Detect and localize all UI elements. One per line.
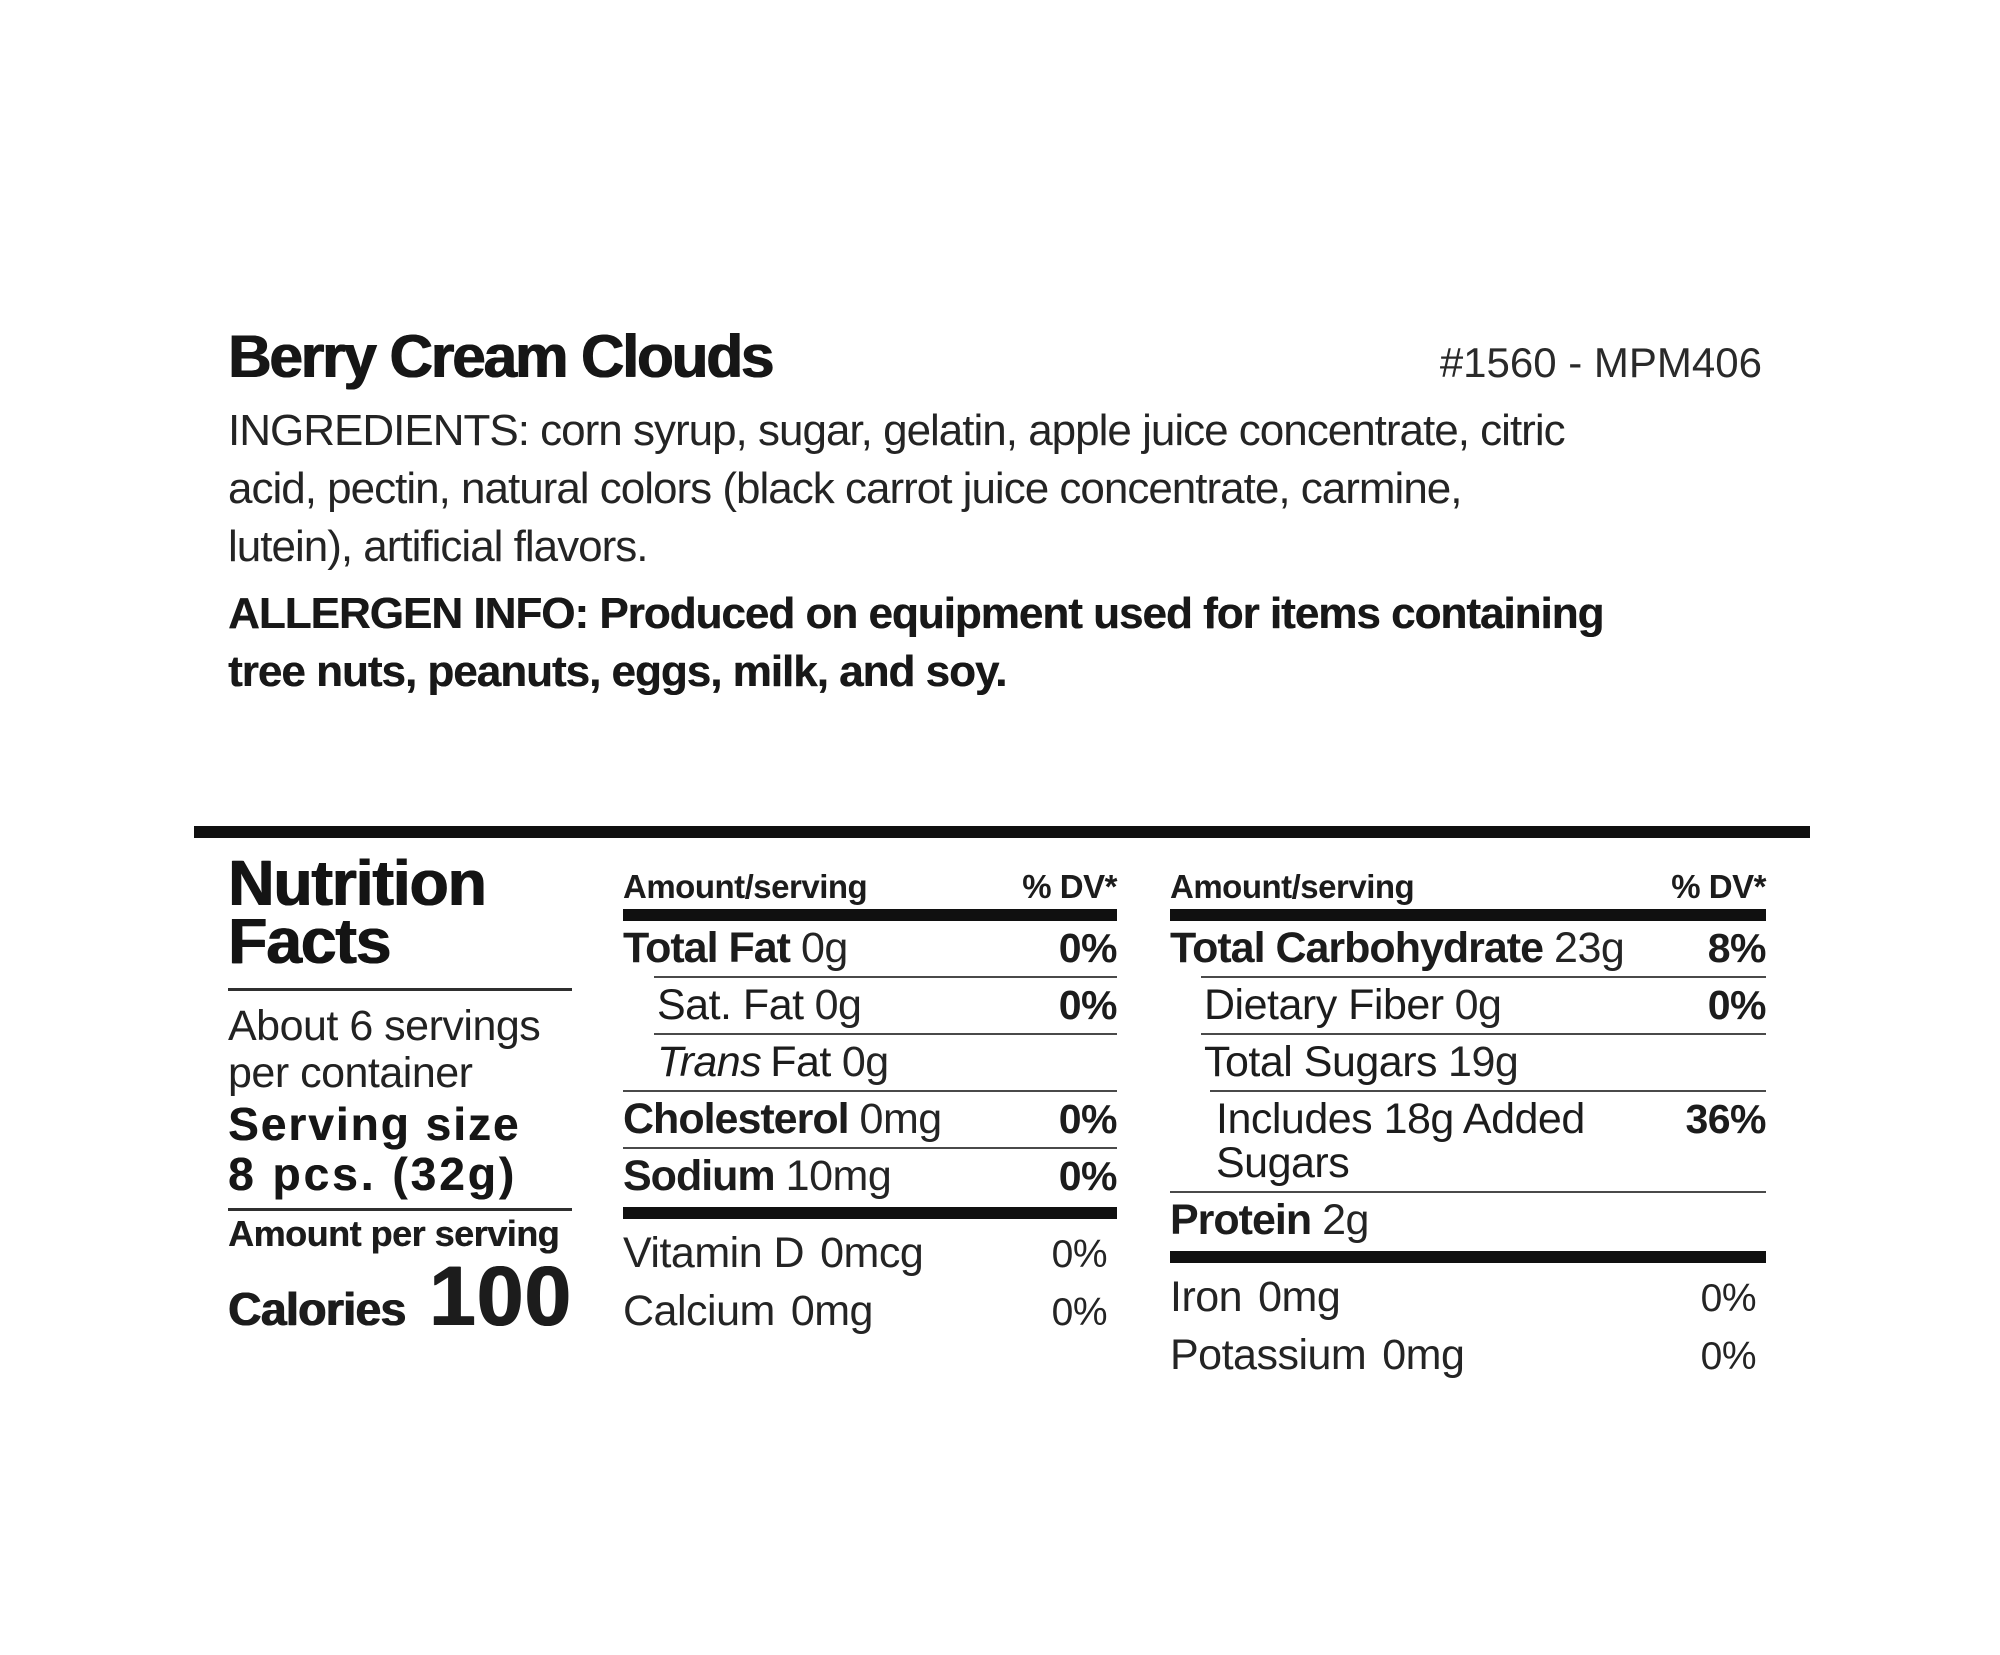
allergen-line: ALLERGEN INFO: Produced on equipment use…	[228, 589, 1604, 638]
nutrient-name: Iron	[1170, 1273, 1243, 1321]
nutrient-value: 0mg	[790, 1287, 874, 1335]
nutrient-dv: 0%	[1058, 925, 1118, 971]
product-name: Berry Cream Clouds	[228, 323, 774, 390]
nutrient-dv: 0%	[1700, 1335, 1757, 1378]
nutrient-row-total-sugars: Total Sugars 19g	[1201, 1033, 1766, 1090]
amount-serving-header: Amount/serving	[623, 868, 868, 905]
amount-per-serving-label: Amount per serving	[228, 1213, 560, 1254]
nutrient-name: Total Fat	[623, 924, 791, 972]
nutrient-name: Vitamin D	[623, 1229, 805, 1277]
column-header: Amount/serving % DV*	[1170, 866, 1766, 909]
nutrient-name: Fat	[770, 1038, 831, 1086]
nutrition-facts-left-column: Nutrition Facts About 6 servings per con…	[228, 847, 572, 1343]
nutrient-row-trans-fat: Trans Fat 0g	[654, 1033, 1117, 1090]
nutrient-column-1: Amount/serving % DV* Total Fat 0g 0% Sat.…	[623, 866, 1118, 1339]
nutrient-name: Total Carbohydrate	[1170, 924, 1544, 972]
nutrient-name: Potassium	[1170, 1331, 1367, 1379]
nutrient-value: 19g	[1448, 1038, 1519, 1086]
percent-dv-header: % DV*	[1022, 868, 1117, 905]
nutrient-row-added-sugars: Includes 18g Added Sugars 36%	[1210, 1090, 1766, 1191]
serving-size-value: 8 pcs. (32g)	[228, 1148, 518, 1200]
thick-bar	[1170, 1251, 1766, 1263]
serving-size-label: Serving size	[228, 1098, 521, 1150]
calories-value: 100	[428, 1249, 572, 1343]
nutrient-value: 2g	[1322, 1196, 1369, 1244]
nutrition-facts-title-line: Facts	[228, 905, 391, 977]
nutrient-name: Calcium	[623, 1287, 775, 1335]
nutrient-value: 0g	[841, 1038, 889, 1086]
nutrient-dv: 0%	[1707, 982, 1767, 1028]
thin-divider	[228, 988, 572, 991]
nutrient-dv: 0%	[1051, 1233, 1108, 1276]
nutrient-dv: 0%	[1058, 1096, 1118, 1142]
nutrient-value: 0mg	[859, 1095, 943, 1143]
nutrient-row-protein: Protein 2g	[1170, 1191, 1766, 1248]
column-header: Amount/serving % DV*	[623, 866, 1117, 909]
nutrient-name: Sodium	[623, 1152, 776, 1200]
nutrient-row-sodium: Sodium 10mg 0%	[623, 1147, 1118, 1204]
nutrient-value: 0g	[800, 924, 848, 972]
nutrition-facts-title-line: Nutrition	[228, 847, 487, 919]
nutrient-row-cholesterol: Cholesterol 0mg 0%	[623, 1090, 1118, 1147]
serving-size: Serving size 8 pcs. (32g)	[228, 1099, 572, 1199]
nutrient-name: Total Sugars	[1204, 1038, 1438, 1086]
nutrient-value: 0mg	[1258, 1273, 1341, 1321]
nutrient-value: 0mg	[1382, 1331, 1465, 1379]
calories-label: Calories	[228, 1283, 406, 1335]
nutrient-row-dietary-fiber: Dietary Fiber 0g 0%	[1201, 976, 1767, 1033]
percent-dv-header: % DV*	[1671, 868, 1766, 905]
allergen-line: tree nuts, peanuts, eggs, milk, and soy.	[228, 647, 1007, 696]
nutrient-dv: 36%	[1685, 1096, 1766, 1142]
nutrient-name: Includes 18g Added Sugars	[1216, 1095, 1585, 1187]
nutrient-row-sat-fat: Sat. Fat 0g 0%	[654, 976, 1118, 1033]
nutrient-dv: 8%	[1707, 925, 1767, 971]
title-row: Berry Cream Clouds #1560 - MPM406	[228, 326, 1762, 388]
nutrient-dv: 0%	[1051, 1291, 1108, 1334]
ingredients-text: INGREDIENTS: corn syrup, sugar, gelatin,…	[228, 402, 1788, 576]
nutrient-name: Dietary Fiber	[1204, 981, 1444, 1029]
nutrient-name: Cholesterol	[623, 1095, 850, 1143]
nutrient-row-total-fat: Total Fat 0g 0%	[623, 921, 1118, 976]
servings-line: About 6 servings	[228, 1002, 541, 1050]
thick-bar	[623, 1207, 1117, 1219]
servings-per-container: About 6 servings per container	[228, 1003, 572, 1097]
micronutrient-row-iron: Iron 0mg 0%	[1170, 1263, 1766, 1325]
nutrient-row-total-carbohydrate: Total Carbohydrate 23g 8%	[1170, 921, 1767, 976]
nutrient-name: Protein	[1170, 1196, 1312, 1244]
ingredients-line: acid, pectin, natural colors (black carr…	[228, 464, 1462, 513]
micronutrient-row-potassium: Potassium 0mg 0%	[1170, 1325, 1766, 1383]
divider-rule	[194, 826, 1810, 838]
nutrient-dv: 0%	[1058, 982, 1118, 1028]
servings-line: per container	[228, 1049, 473, 1097]
thin-divider	[228, 1208, 572, 1211]
nutrition-facts-title: Nutrition Facts	[228, 847, 572, 977]
calories-row: Calories 100	[228, 1249, 572, 1343]
nutrient-value: 23g	[1554, 924, 1625, 972]
thick-bar	[1170, 909, 1766, 921]
nutrient-dv: 0%	[1058, 1153, 1118, 1199]
ingredients-line: lutein), artificial flavors.	[228, 522, 648, 571]
nutrient-value: 0mcg	[820, 1229, 924, 1277]
allergen-text: ALLERGEN INFO: Produced on equipment use…	[228, 585, 1788, 701]
item-code: #1560 - MPM406	[1439, 339, 1762, 386]
nutrient-column-2: Amount/serving % DV* Total Carbohydrate 2…	[1170, 866, 1767, 1383]
nutrient-value: 0g	[1454, 981, 1502, 1029]
micronutrient-row-vitamin-d: Vitamin D 0mcg 0%	[623, 1219, 1117, 1281]
micronutrient-row-calcium: Calcium 0mg 0%	[623, 1281, 1117, 1339]
nutrient-dv: 0%	[1700, 1277, 1757, 1320]
nutrient-value: 0g	[814, 981, 862, 1029]
ingredients-line: INGREDIENTS: corn syrup, sugar, gelatin,…	[228, 406, 1566, 455]
nutrient-value: 10mg	[785, 1152, 892, 1200]
nutrient-name-italic: Trans	[657, 1038, 762, 1086]
amount-serving-header: Amount/serving	[1170, 868, 1415, 905]
thick-bar	[623, 909, 1117, 921]
nutrient-name: Sat. Fat	[657, 981, 804, 1029]
